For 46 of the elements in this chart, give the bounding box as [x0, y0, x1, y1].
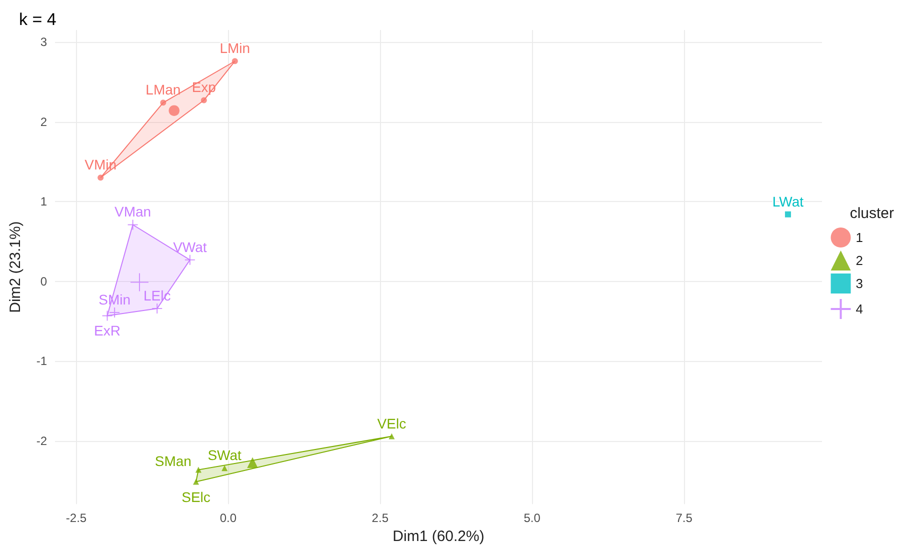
y-axis-title: Dim2 (23.1%)	[7, 221, 24, 313]
point	[130, 272, 149, 292]
annotation: VElc	[377, 415, 406, 432]
point	[247, 457, 258, 468]
annotation: LMin	[220, 40, 250, 56]
point	[102, 310, 113, 322]
legend-label: 4	[856, 302, 864, 316]
point	[200, 97, 207, 104]
point	[160, 100, 166, 106]
annotation: SWat	[208, 447, 242, 464]
point	[168, 105, 180, 116]
point	[109, 307, 120, 318]
y-tick-label: 1	[40, 194, 48, 209]
annotation: VWat	[173, 238, 207, 255]
annotation: SElc	[182, 488, 210, 505]
legend-label: 1	[856, 230, 864, 245]
annotation: ExR	[94, 322, 120, 339]
y-tick-label: 0	[40, 274, 48, 288]
legend-label: 3	[856, 276, 864, 291]
point	[232, 58, 238, 64]
point	[784, 211, 791, 218]
chart-title: k = 4	[19, 10, 56, 29]
point	[388, 433, 395, 440]
x-tick-label: 2.5	[372, 511, 389, 526]
annotation: LWat	[772, 193, 804, 210]
x-tick-label: 7.5	[676, 511, 693, 526]
point	[193, 478, 199, 485]
y-tick-label: -1	[36, 354, 48, 368]
annotation: SMan	[154, 452, 192, 469]
y-tick-label: 3	[40, 34, 48, 49]
legend-title: cluster	[850, 205, 894, 222]
x-axis-title: Dim1 (60.2%)	[392, 528, 484, 545]
annotation: VMan	[114, 204, 152, 220]
x-tick-label: 5.0	[524, 511, 541, 526]
point	[195, 466, 202, 473]
point	[98, 174, 104, 181]
legend-label: 2	[856, 253, 864, 268]
y-tick-label: 2	[40, 114, 48, 129]
y-tick-label: -2	[36, 434, 48, 448]
point	[184, 254, 196, 266]
point	[152, 303, 163, 314]
annotation: LMan	[146, 82, 181, 98]
x-tick-label: -2.5	[66, 511, 87, 526]
x-tick-label: 0.0	[220, 511, 237, 526]
point	[127, 219, 138, 230]
point	[222, 465, 228, 472]
